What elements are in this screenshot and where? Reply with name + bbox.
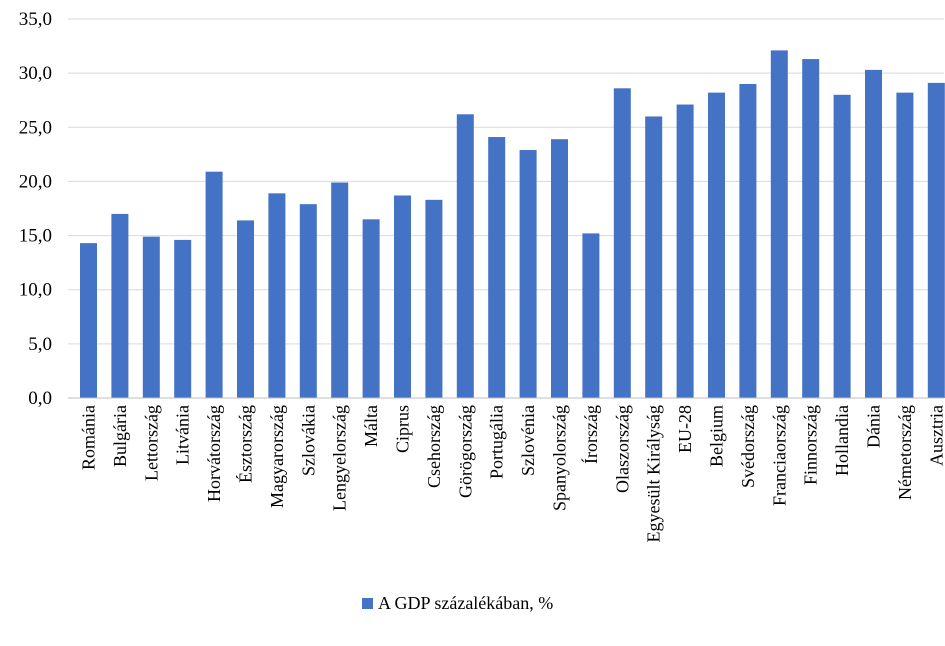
x-tick-label: Magyarország bbox=[267, 405, 287, 508]
y-tick-label: 20,0 bbox=[19, 171, 52, 192]
bar bbox=[237, 220, 254, 398]
x-tick-label: Litvánia bbox=[173, 405, 193, 465]
bars bbox=[80, 50, 945, 399]
bar bbox=[927, 82, 945, 398]
y-axis-tick-labels: 0,0 5,0 10,0 15,0 20,0 25,0 30,0 35,0 bbox=[19, 9, 52, 409]
x-tick-label: Lengyelország bbox=[330, 405, 350, 511]
bar bbox=[205, 171, 223, 398]
bar bbox=[645, 116, 663, 398]
y-tick-label: 10,0 bbox=[19, 280, 52, 301]
x-tick-label: Észtország bbox=[235, 405, 256, 483]
bar bbox=[802, 59, 820, 399]
y-tick-label: 5,0 bbox=[28, 334, 52, 355]
y-tick-label: 15,0 bbox=[19, 226, 52, 247]
y-tick-label: 30,0 bbox=[19, 63, 52, 84]
bar bbox=[331, 182, 349, 398]
x-tick-label: Spanyolország bbox=[550, 405, 570, 511]
x-tick-label: Németország bbox=[895, 405, 915, 500]
legend: A GDP százalékában, % bbox=[362, 593, 553, 613]
y-tick-label: 0,0 bbox=[28, 388, 52, 409]
bar bbox=[833, 94, 851, 399]
bar bbox=[80, 243, 97, 398]
bar bbox=[739, 83, 757, 398]
x-tick-label: Görögország bbox=[455, 405, 475, 498]
bar bbox=[268, 193, 286, 398]
x-tick-label: Bulgária bbox=[110, 405, 130, 467]
x-tick-label: Ciprus bbox=[393, 405, 413, 453]
x-axis-tick-labels: Románia Bulgária Lettország Litvánia Horváto… bbox=[79, 405, 945, 542]
x-tick-label: Olaszország bbox=[612, 405, 632, 493]
bar bbox=[488, 137, 506, 398]
y-tick-label: 35,0 bbox=[19, 9, 52, 30]
y-tick-label: 25,0 bbox=[19, 117, 52, 138]
bar bbox=[613, 88, 631, 398]
x-tick-label: Horvátország bbox=[204, 405, 224, 502]
x-tick-label: Belgium bbox=[707, 405, 727, 467]
x-tick-label: Málta bbox=[361, 405, 381, 447]
legend-label: A GDP százalékában, % bbox=[378, 593, 553, 613]
x-tick-label: Hollandia bbox=[832, 405, 852, 476]
bar bbox=[111, 213, 129, 398]
bar bbox=[519, 150, 537, 398]
x-tick-label: EU-28 bbox=[675, 405, 695, 453]
legend-swatch bbox=[362, 598, 373, 609]
bar bbox=[362, 219, 380, 398]
bar bbox=[174, 239, 192, 398]
x-tick-label: Svédország bbox=[738, 405, 758, 488]
x-tick-label: Finnország bbox=[801, 405, 821, 485]
bar bbox=[142, 236, 160, 398]
bar bbox=[582, 233, 600, 398]
bar bbox=[896, 92, 914, 399]
x-tick-label: Csehország bbox=[424, 405, 444, 488]
bar bbox=[299, 204, 317, 398]
x-tick-label: Egyesült Királyság bbox=[644, 405, 664, 542]
bar bbox=[770, 50, 788, 398]
x-tick-label: Szlovákia bbox=[298, 405, 318, 476]
bar bbox=[865, 69, 882, 398]
x-tick-label: Portugália bbox=[487, 405, 507, 479]
bar bbox=[425, 199, 443, 398]
bar bbox=[551, 139, 568, 398]
bar bbox=[676, 104, 694, 398]
x-tick-label: Dánia bbox=[864, 405, 884, 448]
x-tick-label: Franciaország bbox=[769, 405, 789, 506]
x-tick-label: Románia bbox=[79, 405, 99, 470]
bar bbox=[394, 195, 411, 398]
x-tick-label: Ausztria bbox=[926, 405, 945, 466]
x-tick-label: Szlovénia bbox=[518, 405, 538, 476]
x-tick-label: Lettország bbox=[141, 405, 161, 481]
x-tick-label: Írország bbox=[580, 405, 601, 464]
bar bbox=[456, 114, 474, 398]
bar bbox=[708, 92, 725, 399]
